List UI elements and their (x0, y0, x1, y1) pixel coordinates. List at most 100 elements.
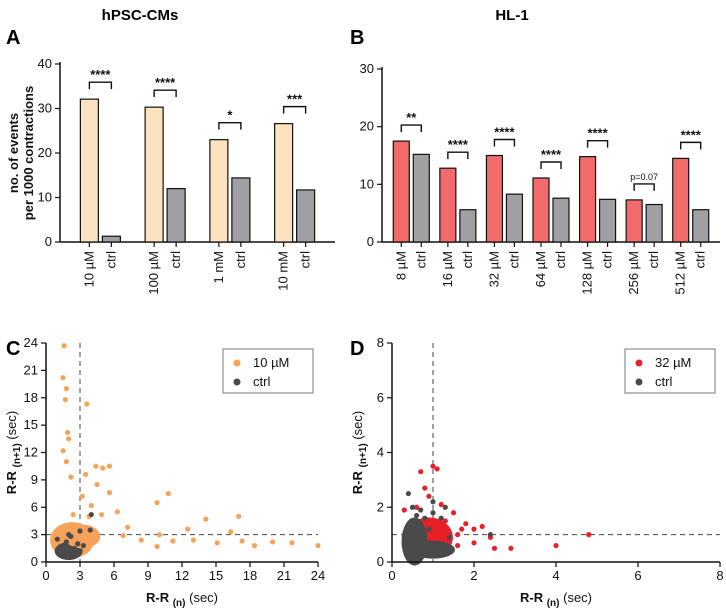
x-axis-label: R-R (n) (sec) (520, 590, 592, 609)
data-point-ctrl (426, 526, 432, 532)
significance-bracket (400, 124, 422, 133)
panel-a-letter: A (6, 27, 20, 49)
data-point-ctrl (62, 552, 68, 558)
x-tick-label: ctrl (168, 251, 183, 268)
data-point-ctrl (446, 534, 452, 540)
data-point-ctrl (71, 545, 77, 551)
legend-box (222, 348, 314, 394)
x-tick-label: 64 µM (533, 251, 548, 287)
x-tick-label: ctrl (693, 251, 708, 268)
legend-box (624, 348, 716, 394)
significance-label: **** (90, 67, 111, 82)
bar-ctrl (598, 198, 617, 243)
data-point-10um (154, 500, 160, 506)
x-tick-label: 32 µM (486, 251, 501, 287)
legend-marker-ctrl (233, 378, 241, 386)
panel-d-letter: D (350, 338, 364, 360)
significance-bracket (447, 151, 469, 160)
significance-label: **** (541, 147, 562, 162)
data-point-ctrl (430, 510, 436, 516)
data-point-ctrl (77, 528, 83, 534)
data-point-32um (418, 469, 424, 475)
x-tick-label: ctrl (233, 251, 248, 268)
y-axis-label-main: R-R (350, 467, 365, 494)
bar-treated (392, 140, 410, 243)
x-tick-label: 24 (311, 568, 325, 583)
x-tick-label: 9 (144, 568, 151, 583)
data-point-10um (70, 511, 76, 518)
data-point-10um (214, 540, 220, 546)
y-axis-label-line: no. of events (6, 113, 21, 193)
y-axis-label-unit: (sec) (350, 411, 365, 444)
panel-c-scatter-chart: 0 3 6 9 12 15 18 21 24 0 3 6 9 12 15 18 21 24 R-R (n) (sec… (4, 335, 325, 609)
y-axis-label-unit: (sec) (4, 411, 19, 444)
dense-cluster-ctrl (411, 540, 455, 559)
data-point-32um (586, 532, 592, 538)
x-tick-label: 6 (110, 568, 117, 583)
data-point-32um (463, 521, 469, 527)
data-point-32um (479, 523, 485, 530)
significance-label: p=0.07 (630, 172, 658, 182)
bar-treated (144, 106, 164, 243)
data-point-ctrl (422, 515, 428, 521)
data-point-10um (106, 463, 113, 469)
data-point-10um (106, 490, 113, 496)
x-tick-label: 0 (388, 568, 395, 583)
y-tick-label: 4 (377, 445, 384, 460)
y-tick-label: 18 (24, 390, 38, 405)
legend-label-ctrl: ctrl (253, 374, 270, 389)
data-point-10um (170, 538, 176, 544)
data-point-ctrl (57, 544, 63, 551)
data-point-10um (289, 540, 295, 546)
legend-label-treated: 10 µM (253, 355, 289, 370)
data-point-32um (455, 542, 461, 549)
x-tick-label: 21 (277, 568, 291, 583)
data-point-32um (438, 501, 444, 508)
data-point-32um (553, 542, 559, 549)
legend-marker-treated (233, 359, 241, 367)
bar-ctrl (166, 188, 186, 243)
data-point-10um (60, 448, 66, 454)
bar-treated (439, 167, 457, 243)
y-axis-label-main: R-R (4, 467, 19, 494)
x-tick-label: 256 µM (626, 251, 641, 295)
data-point-ctrl (409, 504, 416, 510)
data-point-10um (100, 465, 106, 471)
x-tick-label: 2 (470, 568, 477, 583)
significance-bracket (218, 121, 242, 130)
bar-ctrl (296, 189, 316, 243)
data-point-32um (442, 518, 448, 524)
data-point-10um (98, 511, 105, 518)
data-point-10um (239, 538, 245, 544)
significance-label: ** (406, 110, 417, 125)
data-point-10um (83, 471, 89, 477)
x-tick-label: 1 mM (211, 251, 226, 284)
bar-treated (532, 177, 550, 243)
x-tick-label: 100 µM (146, 251, 161, 295)
x-tick-label: 512 µM (673, 251, 688, 295)
y-axis-label: R-R (n+1) (sec) (350, 411, 369, 494)
data-point-ctrl (442, 504, 448, 510)
bar-ctrl (412, 153, 430, 243)
legend-marker-treated (635, 359, 643, 367)
data-point-32um (508, 545, 514, 551)
data-point-10um (62, 396, 68, 403)
bar-treated (672, 157, 690, 243)
y-tick-label: 20 (38, 145, 52, 160)
y-axis-label-sub: (n+1) (12, 443, 23, 467)
legend-label-ctrl: ctrl (655, 374, 672, 389)
x-tick-label: 16 µM (440, 251, 455, 287)
significance-bracket (493, 138, 516, 147)
data-point-10um (154, 543, 160, 550)
data-point-10um (63, 386, 69, 392)
data-point-32um (471, 526, 477, 532)
x-axis-label-main: R-R (146, 590, 173, 605)
data-point-32um (471, 540, 477, 546)
data-point-10um (84, 401, 90, 407)
y-tick-label: 10 (38, 190, 52, 205)
y-tick-label: 12 (24, 445, 38, 460)
bar-ctrl (101, 235, 121, 243)
data-point-10um (315, 542, 321, 549)
legend-marker-ctrl (635, 378, 643, 386)
